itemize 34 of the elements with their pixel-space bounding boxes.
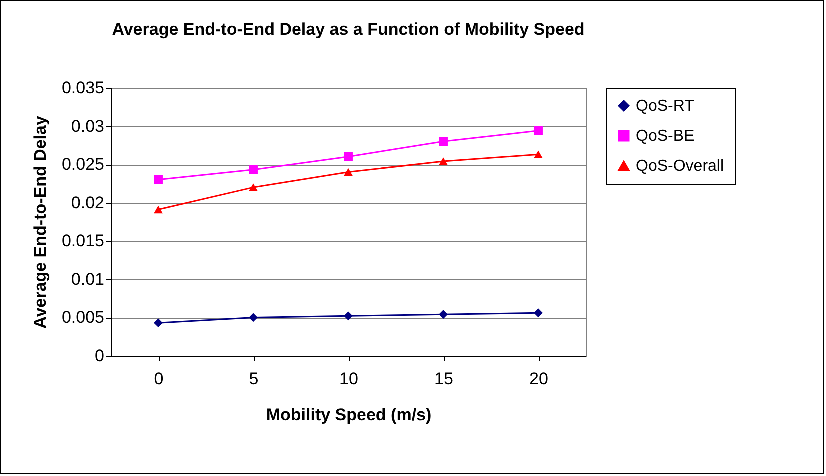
point <box>439 158 448 166</box>
point <box>439 310 448 320</box>
point <box>439 137 448 146</box>
point <box>344 312 353 321</box>
point <box>249 313 258 322</box>
y-tick-label: 0.035 <box>62 78 104 98</box>
x-axis-title: Mobility Speed (m/s) <box>266 406 432 424</box>
legend-label: QoS-Overall <box>636 158 724 175</box>
x-tick-label: 20 <box>530 370 548 388</box>
point <box>154 206 163 214</box>
y-tick-label: 0.03 <box>71 116 104 136</box>
legend-label: QoS-RT <box>636 98 695 115</box>
x-tick-label: 5 <box>249 370 259 388</box>
point <box>249 184 258 192</box>
x-tick-label: 10 <box>340 370 358 388</box>
y-tick-label: 0.025 <box>62 155 104 174</box>
chart-title: Average End-to-End Delay as a Function of Mobility Speed <box>112 20 585 39</box>
point <box>344 168 353 176</box>
point <box>534 126 543 136</box>
y-tick-label: 0.02 <box>71 193 104 212</box>
y-tick-label: 0.015 <box>62 232 104 251</box>
y-tick-label: 0.01 <box>71 270 104 289</box>
legend-label: QoS-BE <box>636 128 695 145</box>
y-axis-title: Average End-to-End Delay <box>30 116 50 329</box>
x-tick-label: 0 <box>154 370 164 388</box>
point <box>534 308 543 318</box>
point <box>344 152 353 162</box>
y-tick-label: 0 <box>95 346 104 366</box>
point <box>154 318 163 328</box>
x-tick-label: 15 <box>434 370 454 388</box>
y-tick-label: 0.005 <box>62 308 104 328</box>
point <box>154 175 163 184</box>
point <box>249 165 258 174</box>
point <box>534 150 543 158</box>
